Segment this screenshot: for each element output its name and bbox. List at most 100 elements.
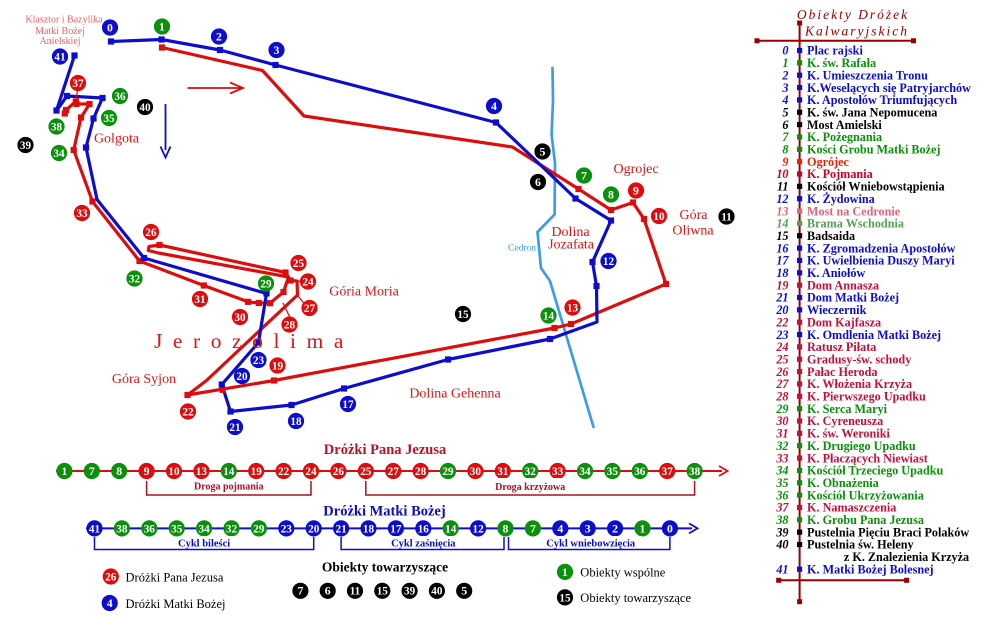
- svg-text:35: 35: [775, 476, 788, 490]
- svg-text:25: 25: [360, 466, 372, 478]
- svg-text:4: 4: [107, 596, 113, 610]
- svg-text:10: 10: [776, 167, 788, 181]
- svg-text:40: 40: [775, 538, 788, 552]
- svg-text:35: 35: [607, 466, 619, 478]
- svg-text:19: 19: [776, 278, 788, 292]
- svg-text:26: 26: [145, 227, 157, 239]
- svg-text:7: 7: [297, 584, 303, 598]
- svg-text:3: 3: [585, 521, 591, 535]
- svg-text:13: 13: [567, 302, 579, 314]
- svg-text:21: 21: [775, 291, 788, 305]
- svg-text:34: 34: [199, 523, 211, 535]
- svg-text:14: 14: [543, 310, 555, 322]
- svg-text:32: 32: [226, 523, 238, 535]
- svg-text:Cykl zaśnięcia: Cykl zaśnięcia: [391, 539, 456, 550]
- svg-text:Badsaida: Badsaida: [807, 229, 855, 243]
- svg-text:37: 37: [775, 501, 789, 515]
- svg-text:19: 19: [251, 466, 263, 478]
- svg-text:K. św. Weroniki: K. św. Weroniki: [807, 427, 890, 441]
- svg-text:41: 41: [775, 562, 788, 576]
- svg-text:Pustelnia Pięciu Braci Polaków: Pustelnia Pięciu Braci Polaków: [807, 525, 969, 539]
- svg-text:K. Pierwszego Upadku: K. Pierwszego Upadku: [807, 390, 926, 404]
- svg-text:K. Cyreneusza: K. Cyreneusza: [807, 414, 883, 428]
- svg-text:K. Grobu Pana Jezusa: K. Grobu Pana Jezusa: [807, 513, 924, 527]
- svg-text:32: 32: [775, 439, 788, 453]
- svg-text:2: 2: [781, 68, 788, 82]
- svg-text:Ratusz Piłata: Ratusz Piłata: [807, 340, 876, 354]
- svg-text:24: 24: [775, 340, 788, 354]
- svg-text:24: 24: [302, 276, 314, 288]
- svg-text:20: 20: [775, 303, 788, 317]
- svg-text:33: 33: [552, 466, 564, 478]
- svg-text:40: 40: [431, 586, 443, 598]
- svg-text:25: 25: [775, 352, 788, 366]
- svg-text:Ogrójec: Ogrójec: [807, 155, 850, 169]
- svg-text:4: 4: [491, 99, 497, 113]
- svg-text:Klasztor i Bazylika: Klasztor i Bazylika: [25, 15, 103, 26]
- svg-text:7: 7: [782, 130, 789, 144]
- svg-text:1: 1: [782, 56, 788, 70]
- svg-text:7: 7: [581, 168, 587, 182]
- svg-text:K. Aniołów: K. Aniołów: [807, 266, 865, 280]
- svg-text:15: 15: [457, 309, 469, 321]
- svg-text:10: 10: [653, 211, 665, 223]
- svg-text:Most na Cedronie: Most na Cedronie: [807, 204, 901, 218]
- svg-text:11: 11: [350, 586, 361, 598]
- svg-text:z K. Znalezienia Krzyża: z K. Znalezienia Krzyża: [844, 550, 969, 564]
- svg-text:29: 29: [442, 466, 454, 478]
- svg-text:Pustelnia św. Heleny: Pustelnia św. Heleny: [807, 538, 914, 552]
- svg-text:Cykl bileści: Cykl bileści: [178, 539, 230, 550]
- svg-text:Kościół Wniebowstąpienia: Kościół Wniebowstąpienia: [807, 180, 945, 194]
- svg-text:37: 37: [72, 78, 84, 90]
- svg-text:30: 30: [470, 466, 482, 478]
- svg-text:5: 5: [782, 105, 788, 119]
- svg-text:16: 16: [776, 241, 789, 255]
- svg-text:41: 41: [54, 51, 66, 63]
- svg-text:28: 28: [775, 390, 788, 404]
- svg-text:Cykl wniebowzięcia: Cykl wniebowzięcia: [546, 539, 636, 550]
- svg-text:Kościół Ukrzyżowania: Kościół Ukrzyżowania: [807, 488, 924, 502]
- svg-text:J e r o z o l i m a: J e r o z o l i m a: [154, 329, 346, 353]
- svg-text:41: 41: [89, 523, 101, 535]
- svg-text:Droga krzyżowa: Droga krzyżowa: [495, 482, 565, 493]
- svg-text:K. Włożenia Krzyża: K. Włożenia Krzyża: [807, 377, 912, 391]
- svg-text:Oliwna: Oliwna: [672, 224, 714, 239]
- svg-text:K. Uwielbienia Duszy Maryi: K. Uwielbienia Duszy Maryi: [807, 254, 955, 268]
- svg-text:Dróżki Matki Bożej: Dróżki Matki Bożej: [126, 597, 226, 611]
- svg-text:1: 1: [61, 464, 67, 478]
- svg-text:36: 36: [144, 523, 156, 535]
- svg-text:8: 8: [608, 187, 614, 201]
- svg-text:34: 34: [53, 148, 65, 160]
- svg-text:11: 11: [721, 211, 732, 223]
- svg-text:1: 1: [562, 565, 568, 579]
- svg-text:22: 22: [278, 466, 290, 478]
- svg-text:36: 36: [634, 466, 646, 478]
- svg-text:Dom Kajfasza: Dom Kajfasza: [807, 315, 881, 329]
- svg-text:Jozafata: Jozafata: [548, 238, 595, 253]
- svg-text:Plac rajski: Plac rajski: [807, 44, 863, 58]
- svg-text:6: 6: [782, 118, 789, 132]
- svg-text:35: 35: [103, 113, 115, 125]
- svg-text:0: 0: [107, 20, 113, 34]
- svg-text:K. Serca Maryi: K. Serca Maryi: [807, 402, 888, 416]
- svg-text:Golgota: Golgota: [94, 132, 140, 147]
- svg-text:Wieczernik: Wieczernik: [807, 303, 867, 317]
- svg-text:Obiekty Dróżek: Obiekty Dróżek: [797, 7, 909, 22]
- svg-text:Kości Grobu Matki Bożej: Kości Grobu Matki Bożej: [807, 143, 941, 157]
- svg-text:23: 23: [281, 523, 293, 535]
- svg-text:32: 32: [525, 466, 537, 478]
- svg-text:Obiekty towarzyszące: Obiekty towarzyszące: [322, 560, 448, 575]
- svg-text:33: 33: [76, 208, 88, 220]
- svg-text:27: 27: [388, 466, 400, 478]
- svg-text:K. Płaczących Niewiast: K. Płaczących Niewiast: [807, 451, 928, 465]
- svg-text:28: 28: [415, 466, 427, 478]
- svg-text:Obiekty wspólne: Obiekty wspólne: [580, 565, 666, 579]
- svg-text:6: 6: [535, 175, 541, 189]
- svg-text:2: 2: [216, 29, 222, 43]
- svg-text:32: 32: [129, 273, 141, 285]
- svg-text:Anielskiej: Anielskiej: [39, 36, 80, 47]
- svg-text:34: 34: [579, 466, 591, 478]
- svg-text:2: 2: [612, 521, 618, 535]
- svg-text:0: 0: [782, 44, 788, 58]
- svg-text:31: 31: [775, 427, 788, 441]
